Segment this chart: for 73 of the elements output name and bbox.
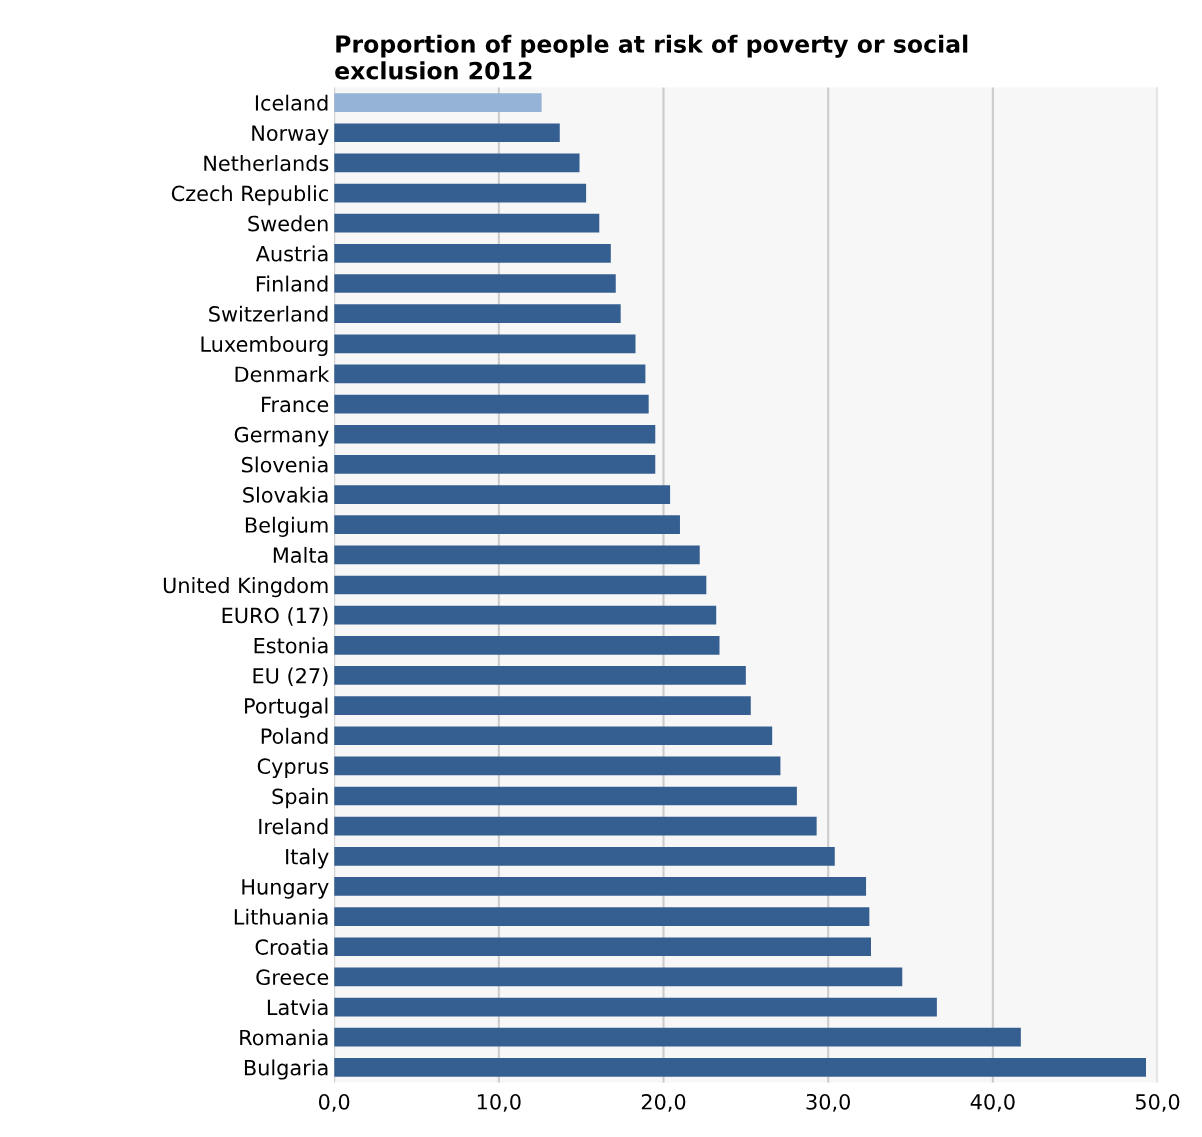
bar — [334, 455, 656, 474]
bar — [334, 756, 781, 776]
y-tick-label: Belgium — [245, 516, 328, 537]
x-tick-label: 10,0 — [477, 1093, 521, 1112]
y-tick-label: Hungary — [242, 879, 329, 899]
bar — [334, 907, 870, 926]
x-tick-label: 30,0 — [806, 1093, 850, 1112]
y-tick-label: Slovakia — [243, 486, 328, 503]
bar — [334, 1027, 1021, 1047]
bar — [334, 545, 700, 565]
y-tick-label: Austria — [255, 245, 328, 262]
y-tick-label: Bulgaria — [244, 1059, 328, 1080]
bar — [334, 334, 636, 354]
y-tick-label: Greece — [256, 969, 329, 986]
y-tick-label: Lithuania — [234, 908, 328, 925]
bar — [334, 515, 680, 535]
y-tick-label: Denmark — [235, 366, 330, 383]
y-tick-label: Norway — [252, 125, 329, 146]
y-tick-label: Finland — [256, 275, 328, 292]
y-tick-label: Czech Republic — [171, 185, 328, 206]
y-tick-label: Croatia — [255, 938, 328, 955]
x-tick-label: 50,0 — [1135, 1093, 1180, 1112]
x-tick-label: 40,0 — [970, 1093, 1015, 1112]
y-tick-label: Switzerland — [209, 305, 328, 322]
y-tick-label: EU (27) — [253, 667, 328, 687]
bar — [334, 93, 542, 112]
bar — [334, 304, 621, 323]
y-tick-label: Portugal — [245, 697, 328, 718]
y-tick-label: Netherlands — [204, 155, 329, 172]
bar — [334, 274, 616, 293]
y-tick-label: Cyprus — [257, 758, 329, 779]
y-tick-label: Spain — [272, 788, 328, 809]
bar — [334, 967, 903, 987]
x-tick-label: 0,0 — [318, 1093, 350, 1112]
bar — [334, 485, 671, 504]
bar — [334, 635, 720, 655]
bar — [334, 123, 560, 143]
y-tick-label: Luxembourg — [201, 335, 328, 357]
y-tick-label: Malta — [273, 546, 328, 564]
bar — [334, 816, 817, 836]
bar — [334, 937, 871, 957]
y-tick-label: United Kingdom — [163, 577, 328, 598]
bar — [334, 575, 707, 595]
bar — [334, 666, 746, 685]
bar — [334, 183, 587, 203]
y-tick-label: Estonia — [254, 637, 328, 654]
y-tick-label: Poland — [261, 727, 328, 744]
bar — [334, 213, 600, 233]
y-tick-label: EURO (17) — [222, 607, 328, 626]
bar — [334, 846, 835, 866]
y-tick-label: Germany — [234, 426, 329, 447]
bar — [334, 877, 867, 896]
bar — [334, 726, 773, 746]
bar — [334, 424, 656, 444]
bar — [334, 786, 797, 806]
y-tick-label: France — [262, 396, 329, 413]
bar — [334, 364, 646, 384]
y-tick-label: Romania — [240, 1029, 328, 1046]
y-tick-label: Latvia — [267, 999, 328, 1016]
y-tick-label: Sweden — [248, 215, 328, 232]
y-tick-label: Ireland — [259, 818, 328, 835]
bar — [334, 1058, 1146, 1077]
bar — [334, 997, 937, 1017]
bar — [334, 394, 649, 414]
x-tick-label: 20,0 — [641, 1093, 686, 1112]
chart-title: Proportion of people at risk of poverty or social exclusion 2012 — [335, 34, 968, 80]
y-tick-label: Italy — [286, 848, 329, 869]
bar — [334, 696, 751, 715]
bar — [334, 153, 580, 173]
y-tick-label: Iceland — [255, 94, 328, 111]
bar — [334, 605, 717, 625]
y-tick-label: Slovenia — [242, 456, 328, 473]
bar — [334, 244, 611, 263]
